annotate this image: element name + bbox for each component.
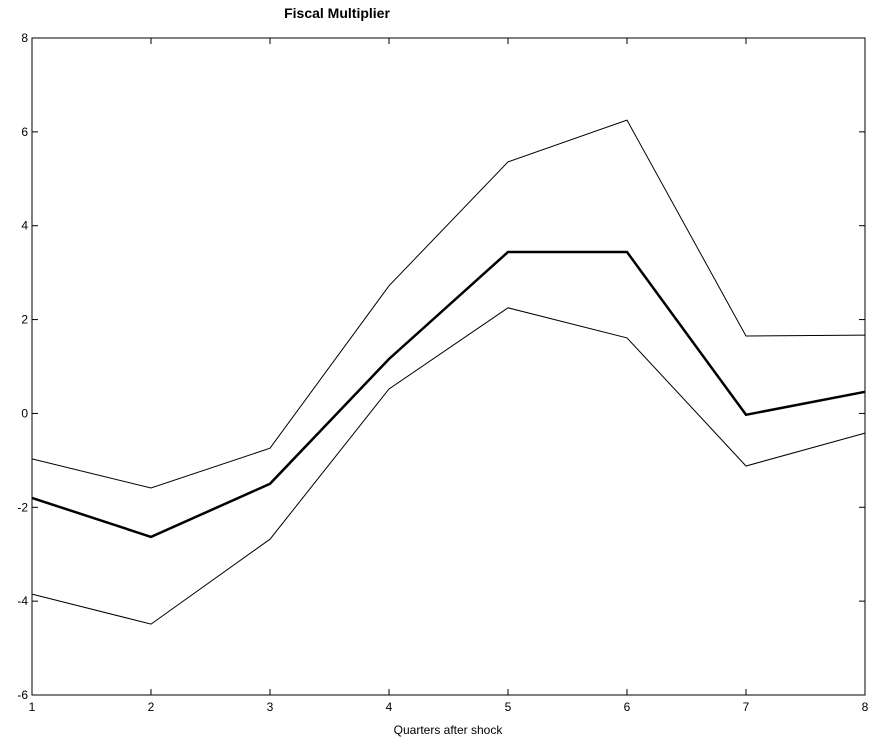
x-tick-label: 7 <box>743 700 750 714</box>
y-tick-label: 4 <box>21 219 28 233</box>
y-tick-label: 8 <box>21 31 28 45</box>
x-tick-label: 8 <box>862 700 869 714</box>
x-tick-label: 6 <box>624 700 631 714</box>
y-tick-label: 0 <box>21 406 28 420</box>
x-tick-label: 2 <box>148 700 155 714</box>
series-line <box>31 119 866 489</box>
chart-title: Fiscal Multiplier <box>284 5 390 21</box>
x-tick-label: 4 <box>386 700 393 714</box>
x-axis-label: Quarters after shock <box>394 723 504 737</box>
x-tick-label: 3 <box>267 700 274 714</box>
y-tick-label: 6 <box>21 125 28 139</box>
y-tick-label: -6 <box>17 688 28 702</box>
y-tick-label: -2 <box>17 500 28 514</box>
plot-frame <box>31 37 866 696</box>
x-tick-label: 5 <box>505 700 512 714</box>
series-line <box>31 307 866 625</box>
y-tick-label: -4 <box>17 594 28 608</box>
x-tick-label: 1 <box>29 700 36 714</box>
y-tick-label: 2 <box>21 313 28 327</box>
series-line <box>31 250 866 539</box>
